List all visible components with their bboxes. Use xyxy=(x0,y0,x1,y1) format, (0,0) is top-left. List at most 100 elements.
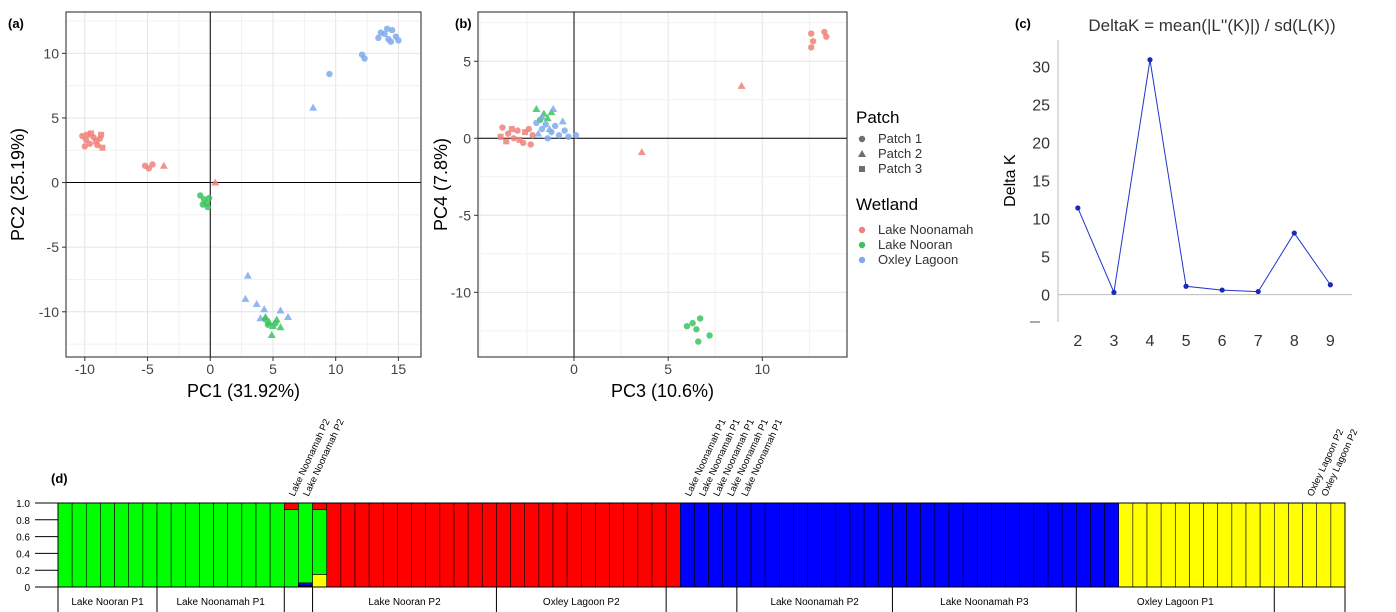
data-point xyxy=(272,320,279,327)
admixture-bar-segment xyxy=(283,509,299,588)
deltak-plot: (c) DeltaK = mean(|L''(K)|) / sd(L(K)) 0 5 1… xyxy=(1002,16,1352,350)
admixture-bar-segment xyxy=(1189,502,1204,588)
y-tick-label: -10 xyxy=(451,284,471,300)
admixture-bar-segment xyxy=(948,502,964,588)
group-label: Lake Noonamah P3 xyxy=(940,597,1029,608)
admixture-bar-segment xyxy=(425,502,441,588)
admixture-bar-segment xyxy=(184,502,200,588)
y-tick-label: 0.6 xyxy=(16,533,30,544)
admixture-bar-segment xyxy=(481,502,497,588)
legend-wetland-label: Lake Noonamah xyxy=(878,222,973,237)
data-point xyxy=(267,331,276,339)
admixture-bar-segment xyxy=(1174,502,1190,588)
data-point xyxy=(534,129,543,137)
legend-wetland-label: Lake Nooran xyxy=(878,237,952,252)
admixture-bar-segment xyxy=(1047,502,1063,588)
y-tick-label: 0 xyxy=(1041,288,1050,305)
legend-title-wetland: Wetland xyxy=(856,195,918,214)
admixture-bar-segment xyxy=(100,502,115,588)
data-point xyxy=(241,294,250,302)
data-point xyxy=(508,126,515,133)
legend-shape-triangle xyxy=(858,150,866,157)
admixture-bar-segment xyxy=(1061,502,1077,588)
pca-plot-pc3-pc4: (b) 0 5 10 -10 -5 0 5 PC3 (10.6%) PC4 (7.8%) xyxy=(431,11,848,401)
x-tick-label: 15 xyxy=(391,361,407,377)
x-tick-label: 7 xyxy=(1254,333,1263,350)
data-point xyxy=(84,131,91,138)
legend-patch-label: Patch 2 xyxy=(878,146,922,161)
data-point xyxy=(211,178,220,186)
x-tick-label: 5 xyxy=(664,361,672,377)
admixture-bar-segment xyxy=(1330,502,1346,588)
admixture-bar-segment xyxy=(283,502,299,511)
group-label: Lake Nooran P2 xyxy=(368,597,441,608)
group-label: Lake Nooran P1 xyxy=(71,597,144,608)
y-tick-label: 30 xyxy=(1032,60,1050,77)
x-axis-title: PC3 (10.6%) xyxy=(611,381,714,401)
data-point xyxy=(93,138,100,145)
admixture-bar-segment xyxy=(368,502,384,588)
data-point xyxy=(696,315,704,322)
admixture-bar-segment xyxy=(934,502,950,588)
admixture-bar-segment xyxy=(1217,502,1233,588)
deltak-point xyxy=(1147,57,1153,63)
data-point xyxy=(561,127,568,134)
admixture-bar-segment xyxy=(1245,502,1261,588)
data-point xyxy=(706,332,713,339)
admixture-bar-segment xyxy=(312,502,328,511)
y-tick-label: 0.2 xyxy=(16,566,30,577)
x-tick-label: 3 xyxy=(1109,333,1118,350)
data-point xyxy=(276,306,285,314)
chart-title: DeltaK = mean(|L''(K)|) / sd(L(K)) xyxy=(1088,16,1335,35)
data-point xyxy=(809,38,817,45)
data-point xyxy=(538,112,547,120)
legend-color-dot xyxy=(858,256,866,264)
admixture-bar-segment xyxy=(340,502,356,588)
admixture-bar-segment xyxy=(821,502,837,588)
admixture-bar-segment xyxy=(269,502,285,588)
admixture-bar-segment xyxy=(1033,502,1049,588)
legend-shape-circle xyxy=(858,135,866,143)
y-tick-label: 5 xyxy=(51,110,59,126)
x-tick-label: 0 xyxy=(206,361,214,377)
pca-plot-pc1-pc2: (a) -10 -5 0 5 10 15 -10 -5 0 5 10 PC1 (31.92%) PC2 (… xyxy=(8,11,422,401)
legend-color-dot xyxy=(858,226,866,234)
data-point xyxy=(98,131,105,138)
admixture-bar-segment xyxy=(1273,502,1289,588)
x-tick-label: 2 xyxy=(1073,333,1082,350)
admixture-bar-segment xyxy=(976,502,992,588)
legend-color-dot xyxy=(858,241,866,249)
admixture-bar-segment xyxy=(312,509,328,575)
data-point xyxy=(375,34,382,42)
data-point xyxy=(514,127,521,134)
data-point xyxy=(326,70,333,78)
x-tick-label: -10 xyxy=(75,361,95,377)
admixture-bar-segment xyxy=(1259,502,1275,588)
data-point xyxy=(284,312,293,320)
admixture-bar-segment xyxy=(1132,502,1148,588)
admixture-bar-segment xyxy=(722,502,738,588)
admixture-bar-segment xyxy=(1005,502,1021,588)
admixture-bar-segment xyxy=(71,502,87,588)
y-tick-label: 1.0 xyxy=(16,499,30,510)
data-point xyxy=(637,148,646,156)
panel-label: (b) xyxy=(455,16,472,31)
admixture-bar-segment xyxy=(609,502,625,588)
admixture-bar-segment xyxy=(877,502,893,588)
admixture-bar-segment xyxy=(496,502,511,588)
y-tick-label: 0 xyxy=(24,583,30,594)
admixture-bar-segment xyxy=(538,502,554,588)
x-tick-label: 8 xyxy=(1290,333,1299,350)
admixture-bar-segment xyxy=(397,502,412,588)
admixture-bar-segment xyxy=(1231,502,1247,588)
deltak-point xyxy=(1075,205,1081,211)
data-point xyxy=(149,161,156,168)
admixture-bar-segment xyxy=(708,502,724,588)
admixture-bar-segment xyxy=(1316,502,1332,588)
admixture-bar-segment xyxy=(1302,502,1318,588)
legend-shape-square xyxy=(859,166,865,172)
data-point xyxy=(395,37,402,44)
admixture-bar-segment xyxy=(665,502,681,588)
y-tick-label: 10 xyxy=(1032,212,1050,229)
